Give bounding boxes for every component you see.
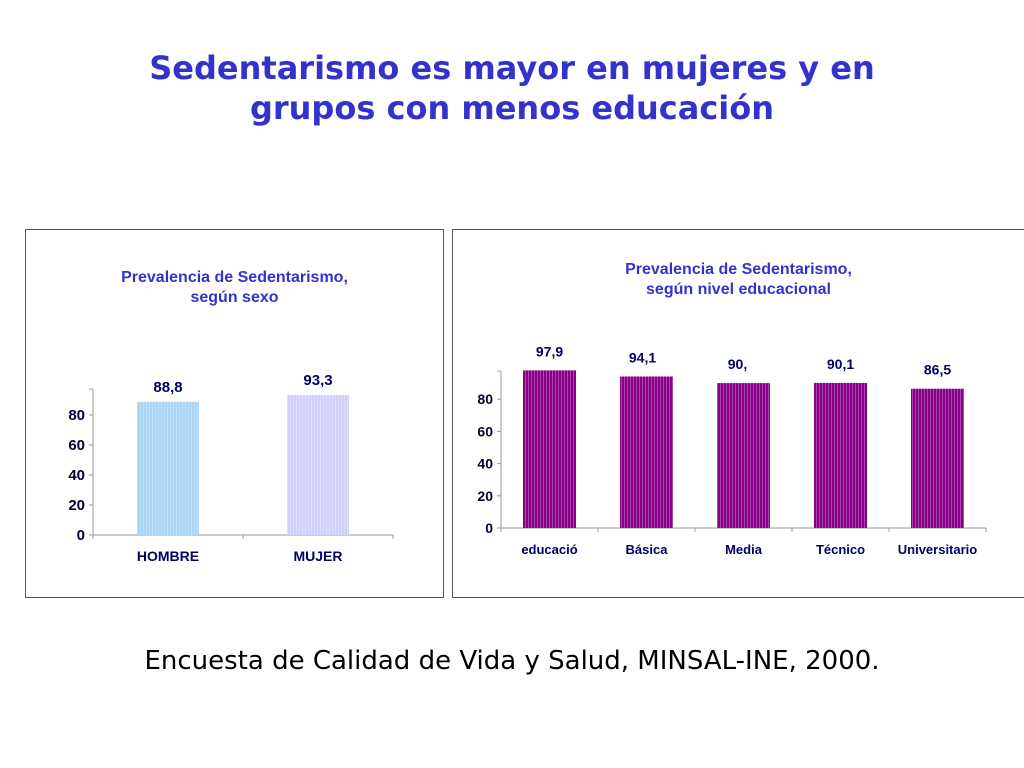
y-tick-label: 60 <box>68 437 85 454</box>
y-tick-label: 0 <box>77 527 85 544</box>
bar-universitario <box>911 388 964 528</box>
y-tick-label: 0 <box>485 520 493 536</box>
data-label: 94,1 <box>629 349 656 365</box>
chart-prevalence-by-sex: Prevalencia de Sedentarismo, según sexo … <box>25 229 444 598</box>
category-label: Media <box>725 542 763 557</box>
y-tick-label: 20 <box>477 488 493 504</box>
category-label: Básica <box>626 542 669 557</box>
data-label: 93,3 <box>303 372 332 389</box>
bar-básica <box>620 376 673 528</box>
slide-title-line2: grupos con menos educación <box>249 89 775 127</box>
category-label: Técnico <box>816 542 865 557</box>
category-label: HOMBRE <box>137 548 199 564</box>
y-tick-label: 40 <box>68 467 85 484</box>
data-label: 97,9 <box>536 343 563 359</box>
chart-svg: 0 20 40 60 80 88,8 HOMBRE 93,3 MUJER <box>68 372 394 564</box>
bar-educació <box>523 370 576 528</box>
source-citation: Encuesta de Calidad de Vida y Salud, MIN… <box>144 646 880 676</box>
chart-title-line1: Prevalencia de Sedentarismo, <box>625 261 852 278</box>
chart-prevalence-by-education: Prevalencia de Sedentarismo, según nivel… <box>452 229 1024 598</box>
bar-mujer <box>287 395 349 535</box>
chart-title: Prevalencia de Sedentarismo, según sexo <box>26 268 443 308</box>
data-label: 86,5 <box>924 362 951 378</box>
data-label: 88,8 <box>153 379 182 396</box>
category-label: educació <box>521 542 577 557</box>
y-tick-label: 80 <box>68 407 85 424</box>
chart-svg: 0 20 40 60 80 97,9 educació 94,1 Básica 90, Media 9… <box>477 343 987 557</box>
category-label: MUJER <box>293 548 342 564</box>
bar-media <box>717 383 770 528</box>
y-tick-label: 60 <box>477 423 493 439</box>
chart-title: Prevalencia de Sedentarismo, según nivel… <box>453 260 1024 300</box>
category-label: Universitario <box>898 542 978 557</box>
bar-técnico <box>814 382 867 528</box>
slide-title-line1: Sedentarismo es mayor en mujeres y en <box>149 49 875 87</box>
data-label: 90,1 <box>827 356 854 372</box>
data-label: 90, <box>728 356 747 372</box>
chart-title-line1: Prevalencia de Sedentarismo, <box>121 269 348 286</box>
chart-title-line2: según nivel educacional <box>646 281 831 298</box>
y-tick-label: 40 <box>477 456 493 472</box>
slide-title: Sedentarismo es mayor en mujeres y en gr… <box>0 48 1024 128</box>
chart-title-line2: según sexo <box>190 289 279 306</box>
bar-hombre <box>137 401 199 535</box>
y-tick-label: 20 <box>68 497 85 514</box>
y-tick-label: 80 <box>477 391 493 407</box>
